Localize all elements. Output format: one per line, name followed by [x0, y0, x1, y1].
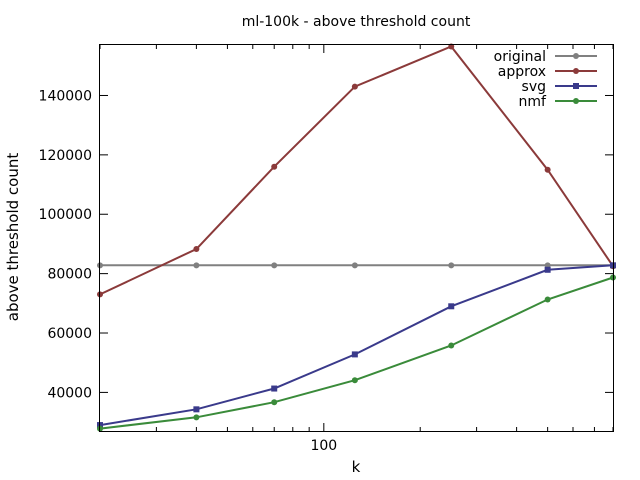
- x-axis-label: k: [352, 458, 361, 476]
- data-point: [193, 406, 200, 413]
- data-point: [351, 351, 358, 358]
- data-point: [351, 262, 358, 269]
- axis-ticks: 40000 60000 80000 100000 120000 140000 100: [39, 45, 614, 454]
- legend-label: original: [494, 49, 546, 65]
- y-axis-label: above threshold count: [4, 153, 22, 322]
- data-point: [448, 303, 455, 310]
- data-point: [544, 266, 551, 273]
- y-tick-label: 40000: [47, 385, 92, 401]
- data-point: [544, 166, 551, 173]
- legend-label: approx: [498, 64, 546, 80]
- plot-frame: [99, 44, 614, 432]
- data-point: [544, 296, 551, 303]
- series-group: [97, 43, 616, 432]
- data-point: [271, 385, 278, 392]
- legend-marker: [573, 53, 579, 59]
- data-point: [351, 377, 358, 384]
- data-point: [193, 414, 200, 421]
- y-tick-label: 60000: [47, 326, 92, 342]
- data-point: [351, 83, 358, 90]
- series-original: [97, 262, 616, 269]
- legend-label: nmf: [519, 94, 548, 110]
- legend-marker: [573, 83, 579, 89]
- x-tick-label: 100: [310, 438, 337, 454]
- data-point: [193, 262, 200, 269]
- data-point: [448, 262, 455, 269]
- y-tick-label: 100000: [39, 207, 92, 223]
- y-tick-label: 120000: [39, 148, 92, 164]
- legend-marker: [573, 68, 579, 74]
- y-tick-label: 140000: [39, 88, 92, 104]
- data-point: [193, 245, 200, 252]
- chart-title: ml-100k - above threshold count: [242, 14, 471, 30]
- series-line-svg: [99, 264, 614, 427]
- series-svg: [97, 262, 616, 429]
- y-tick-label: 80000: [47, 267, 92, 283]
- data-point: [271, 163, 278, 170]
- legend-marker: [573, 98, 579, 104]
- data-point: [271, 262, 278, 269]
- data-point: [448, 342, 455, 349]
- legend-label: svg: [522, 79, 546, 95]
- data-point: [271, 399, 278, 406]
